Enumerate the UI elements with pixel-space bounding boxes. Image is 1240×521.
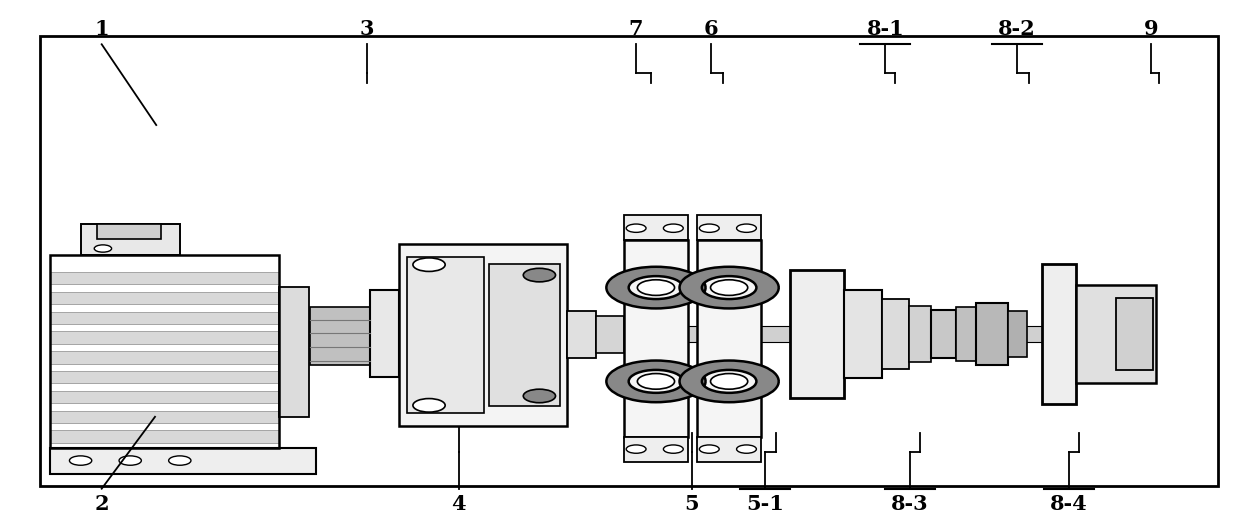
Text: 3: 3	[360, 19, 374, 39]
Bar	[931, 310, 956, 358]
Bar	[956, 307, 976, 361]
Bar	[697, 437, 761, 462]
Text: 7: 7	[629, 19, 644, 39]
Text: 5-1: 5-1	[746, 494, 784, 514]
Bar	[97, 224, 161, 239]
Bar	[567, 311, 596, 358]
Text: 8-3: 8-3	[892, 494, 929, 514]
Bar	[882, 299, 909, 369]
Circle shape	[637, 374, 675, 389]
Bar	[697, 215, 761, 240]
Circle shape	[523, 268, 556, 282]
Circle shape	[94, 245, 112, 252]
Bar	[489, 264, 560, 406]
Text: 1: 1	[94, 19, 109, 39]
Bar	[50, 312, 279, 324]
Bar	[407, 257, 484, 413]
Circle shape	[626, 224, 646, 232]
Circle shape	[413, 258, 445, 271]
Circle shape	[699, 224, 719, 232]
Wedge shape	[606, 361, 706, 402]
Bar	[624, 240, 688, 437]
Circle shape	[413, 399, 445, 412]
Text: 5: 5	[684, 494, 699, 514]
Bar	[50, 411, 279, 423]
Circle shape	[626, 445, 646, 453]
Bar	[81, 224, 180, 255]
Bar	[624, 215, 688, 240]
Bar	[310, 307, 370, 365]
Bar	[370, 290, 399, 377]
Bar	[50, 292, 279, 304]
Text: 4: 4	[451, 494, 466, 514]
Bar	[624, 437, 688, 462]
Wedge shape	[680, 267, 779, 308]
Bar	[1008, 311, 1027, 357]
Bar	[1116, 298, 1153, 370]
Circle shape	[169, 456, 191, 465]
Bar	[567, 326, 1081, 342]
Bar	[976, 303, 1008, 365]
Circle shape	[711, 374, 748, 389]
Circle shape	[637, 280, 675, 295]
Circle shape	[737, 445, 756, 453]
Circle shape	[699, 445, 719, 453]
Bar	[40, 36, 1218, 486]
Bar	[1076, 285, 1156, 383]
Bar	[909, 306, 931, 362]
Circle shape	[119, 456, 141, 465]
Bar	[50, 351, 279, 364]
Bar	[279, 287, 309, 417]
Text: 2: 2	[94, 494, 109, 514]
Circle shape	[711, 280, 748, 295]
Bar	[50, 272, 279, 284]
Bar	[50, 331, 279, 344]
Bar	[50, 391, 279, 403]
Text: 6: 6	[703, 19, 718, 39]
Bar	[596, 316, 624, 353]
Wedge shape	[606, 267, 706, 308]
Text: 8-2: 8-2	[998, 19, 1035, 39]
Bar	[50, 255, 279, 448]
Bar	[790, 270, 844, 398]
Circle shape	[523, 389, 556, 403]
Circle shape	[663, 445, 683, 453]
Bar	[844, 290, 882, 378]
Circle shape	[663, 224, 683, 232]
Text: 8-4: 8-4	[1050, 494, 1087, 514]
Circle shape	[69, 456, 92, 465]
Bar	[697, 240, 761, 437]
Bar	[399, 244, 567, 426]
Text: 8-1: 8-1	[867, 19, 904, 39]
Wedge shape	[680, 361, 779, 402]
Bar	[50, 448, 316, 474]
Text: 9: 9	[1143, 19, 1158, 39]
Bar	[50, 430, 279, 443]
Bar	[1042, 264, 1076, 404]
Circle shape	[737, 224, 756, 232]
Bar	[50, 371, 279, 383]
